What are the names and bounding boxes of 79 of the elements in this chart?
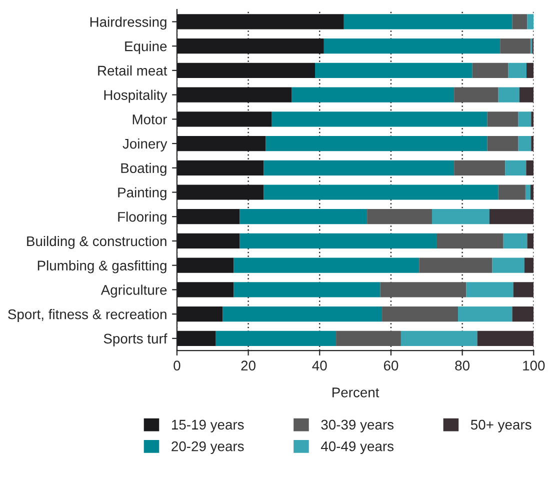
- y-tick-label: Building & construction: [27, 236, 166, 249]
- bar: [477, 330, 534, 346]
- bar: [526, 160, 534, 176]
- legend-label: 20-29 years: [172, 441, 244, 454]
- bar: [472, 62, 508, 78]
- x-tick-label: 100: [523, 360, 545, 371]
- bar: [512, 306, 534, 322]
- bar: [505, 160, 526, 176]
- y-tick-label: Equine: [125, 41, 167, 54]
- bar: [531, 112, 534, 127]
- x-tick-label: 60: [384, 360, 398, 371]
- bar: [234, 282, 380, 298]
- bar: [487, 136, 518, 152]
- bar: [512, 14, 528, 30]
- bar: [314, 62, 472, 78]
- bar: [513, 282, 534, 298]
- x-tick-label: 80: [455, 360, 470, 371]
- y-tick-label: Sports turf: [104, 333, 168, 346]
- bar: [524, 258, 534, 273]
- bar: [518, 136, 532, 152]
- bar: [492, 258, 524, 273]
- x-axis-title: Percent: [332, 388, 380, 398]
- bar: [292, 87, 454, 102]
- bar: [454, 160, 506, 176]
- bar: [324, 38, 500, 54]
- bar: [400, 330, 478, 346]
- y-tick-label: Sport, fitness & recreation: [8, 309, 166, 322]
- bar: [498, 87, 520, 102]
- bar: [466, 282, 514, 298]
- y-tick-label: Hairdressing: [90, 16, 166, 30]
- x-tick-label: 40: [312, 360, 327, 371]
- bar: [240, 209, 368, 224]
- bar: [508, 62, 527, 78]
- bar: [234, 258, 420, 273]
- bar: [500, 38, 530, 54]
- bar: [436, 233, 504, 249]
- legend-label: 40-49 years: [320, 441, 394, 454]
- bar: [367, 209, 432, 224]
- y-tick-label: Joinery: [122, 138, 168, 152]
- bar: [487, 112, 518, 127]
- bar: [527, 14, 534, 30]
- y-tick-label: Flooring: [118, 212, 166, 225]
- bar: [530, 184, 534, 200]
- bar: [503, 233, 528, 249]
- bar: [498, 184, 526, 200]
- bar: [222, 306, 382, 322]
- y-tick-label: Painting: [118, 187, 166, 200]
- bar: [458, 306, 512, 322]
- bar: [264, 160, 454, 176]
- bar: [527, 233, 534, 249]
- bar: [419, 258, 492, 273]
- bar: [526, 62, 534, 78]
- bar: [380, 282, 466, 298]
- legend-label: 50+ years: [470, 420, 532, 432]
- bar: [382, 306, 458, 322]
- bar: [216, 330, 336, 346]
- x-tick-label: 0: [174, 360, 180, 371]
- bar: [518, 112, 532, 127]
- bar: [336, 330, 401, 346]
- bar: [432, 209, 490, 224]
- x-tick-label: 20: [241, 360, 256, 371]
- bar: [525, 184, 530, 200]
- bar: [454, 87, 498, 102]
- y-tick-label: Agriculture: [100, 284, 167, 298]
- bar: [519, 87, 534, 102]
- bar: [344, 14, 512, 30]
- bar: [272, 112, 488, 127]
- bar: [531, 136, 534, 152]
- bar: [264, 184, 498, 200]
- bar: [489, 209, 534, 224]
- y-tick-label: Retail meat: [98, 65, 168, 76]
- y-tick-label: Boating: [121, 162, 166, 176]
- legend-label: 15-19 years: [172, 420, 244, 432]
- bar: [240, 233, 437, 249]
- y-tick-label: Motor: [132, 114, 168, 124]
- y-tick-label: Plumbing & gasfitting: [38, 260, 166, 274]
- y-tick-label: Hospitality: [104, 90, 168, 103]
- legend-label: 30-39 years: [321, 420, 394, 432]
- bar: [266, 136, 488, 152]
